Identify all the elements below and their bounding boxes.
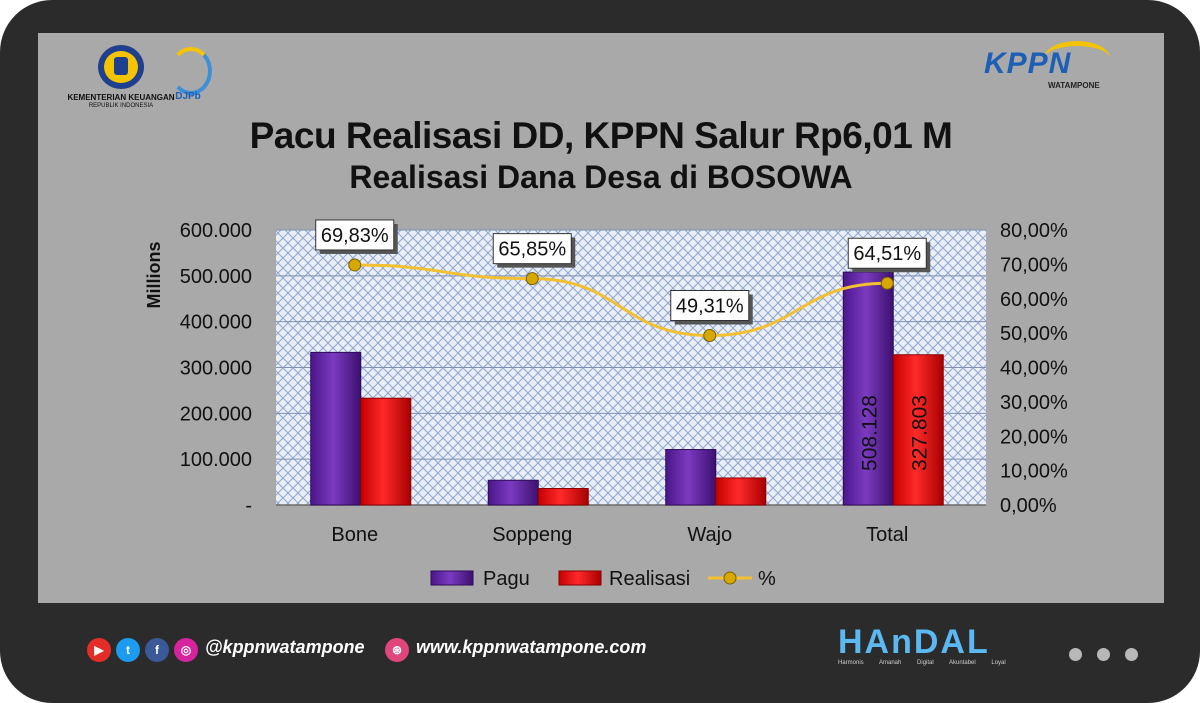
percent-label: 49,31% — [676, 295, 744, 317]
y-tick-label: 400.000 — [180, 312, 252, 334]
bar-pagu-wajo — [666, 450, 716, 505]
handal-subtext: Harmonis Amanah Digital Akuntabel Loyal — [838, 660, 1018, 666]
youtube-icon[interactable]: ▶ — [87, 638, 111, 662]
data-label-total-realisasi: 327.803 — [908, 395, 931, 471]
legend-label-percent: % — [758, 568, 776, 590]
y2-tick-label: 20,00% — [1000, 426, 1068, 448]
percent-label: 65,85% — [498, 239, 566, 261]
dot-icon-1 — [1069, 648, 1082, 661]
dribbble-icon[interactable]: ⊛ — [385, 638, 409, 662]
legend-label-realisasi: Realisasi — [609, 568, 690, 590]
bar-realisasi-soppeng — [538, 489, 588, 506]
percent-point-bone — [349, 259, 361, 271]
y-tick-label: 500.000 — [180, 266, 252, 288]
legend-swatch-pagu — [431, 571, 473, 585]
y2-tick-label: 70,00% — [1000, 254, 1068, 276]
y2-tick-label: 50,00% — [1000, 323, 1068, 345]
chart-card: KEMENTERIAN KEUANGAN REPUBLIK INDONESIA … — [38, 33, 1164, 603]
percent-point-total — [881, 277, 893, 289]
percent-point-wajo — [704, 329, 716, 341]
y-tick-label: 200.000 — [180, 403, 252, 425]
y-tick-label: 100.000 — [180, 449, 252, 471]
legend-label-pagu: Pagu — [483, 568, 530, 590]
instagram-icon[interactable]: ◎ — [174, 638, 198, 662]
percent-label: 69,83% — [321, 225, 389, 247]
y-tick-label: 600.000 — [180, 220, 252, 242]
x-tick-label: Soppeng — [492, 524, 572, 546]
y2-tick-label: 40,00% — [1000, 358, 1068, 380]
y2-tick-label: 10,00% — [1000, 461, 1068, 483]
data-label-total-pagu: 508.128 — [858, 395, 881, 471]
bar-realisasi-bone — [361, 398, 411, 505]
handal-text: HAnDAL — [838, 623, 990, 662]
y-tick-label: - — [245, 495, 252, 517]
twitter-icon[interactable]: t — [116, 638, 140, 662]
handal-logo: HAnDAL Harmonis Amanah Digital Akuntabel… — [838, 623, 1018, 667]
bar-pagu-soppeng — [488, 480, 538, 505]
social-handle[interactable]: @kppnwatampone — [205, 637, 365, 658]
dot-icon-3 — [1125, 648, 1138, 661]
website-url[interactable]: www.kppnwatampone.com — [416, 637, 646, 658]
x-tick-label: Bone — [331, 524, 378, 546]
y2-tick-label: 80,00% — [1000, 220, 1068, 242]
bar-pagu-bone — [311, 352, 361, 505]
chart-svg: 508.128 327.803 - 100.000 200.000 300.000 400… — [38, 33, 1164, 603]
bar-realisasi-wajo — [716, 478, 766, 505]
y2-tick-label: 60,00% — [1000, 289, 1068, 311]
y-axis-title: Millions — [144, 242, 164, 309]
percent-point-soppeng — [526, 273, 538, 285]
legend-swatch-percent-point — [724, 572, 736, 584]
facebook-icon[interactable]: f — [145, 638, 169, 662]
percent-label: 64,51% — [853, 243, 921, 265]
x-tick-label: Wajo — [687, 524, 732, 546]
legend: Pagu Realisasi% — [431, 568, 776, 590]
x-tick-label: Total — [866, 524, 908, 546]
y2-tick-label: 0,00% — [1000, 495, 1057, 517]
y-axis-ticks: - 100.000 200.000 300.000 400.000 500.000 600.… — [180, 220, 252, 517]
dot-icon-2 — [1097, 648, 1110, 661]
y-tick-label: 300.000 — [180, 358, 252, 380]
y2-tick-label: 30,00% — [1000, 392, 1068, 414]
x-axis-ticks: Bone Soppeng Wajo Total — [331, 524, 908, 546]
y2-axis-ticks: 0,00% 10,00% 20,00% 30,00% 40,00% 50,00% 60,00… — [1000, 220, 1068, 517]
legend-swatch-realisasi — [559, 571, 601, 585]
footer: ▶ t f ◎ @kppnwatampone ⊛ www.kppnwatampo… — [0, 603, 1200, 703]
